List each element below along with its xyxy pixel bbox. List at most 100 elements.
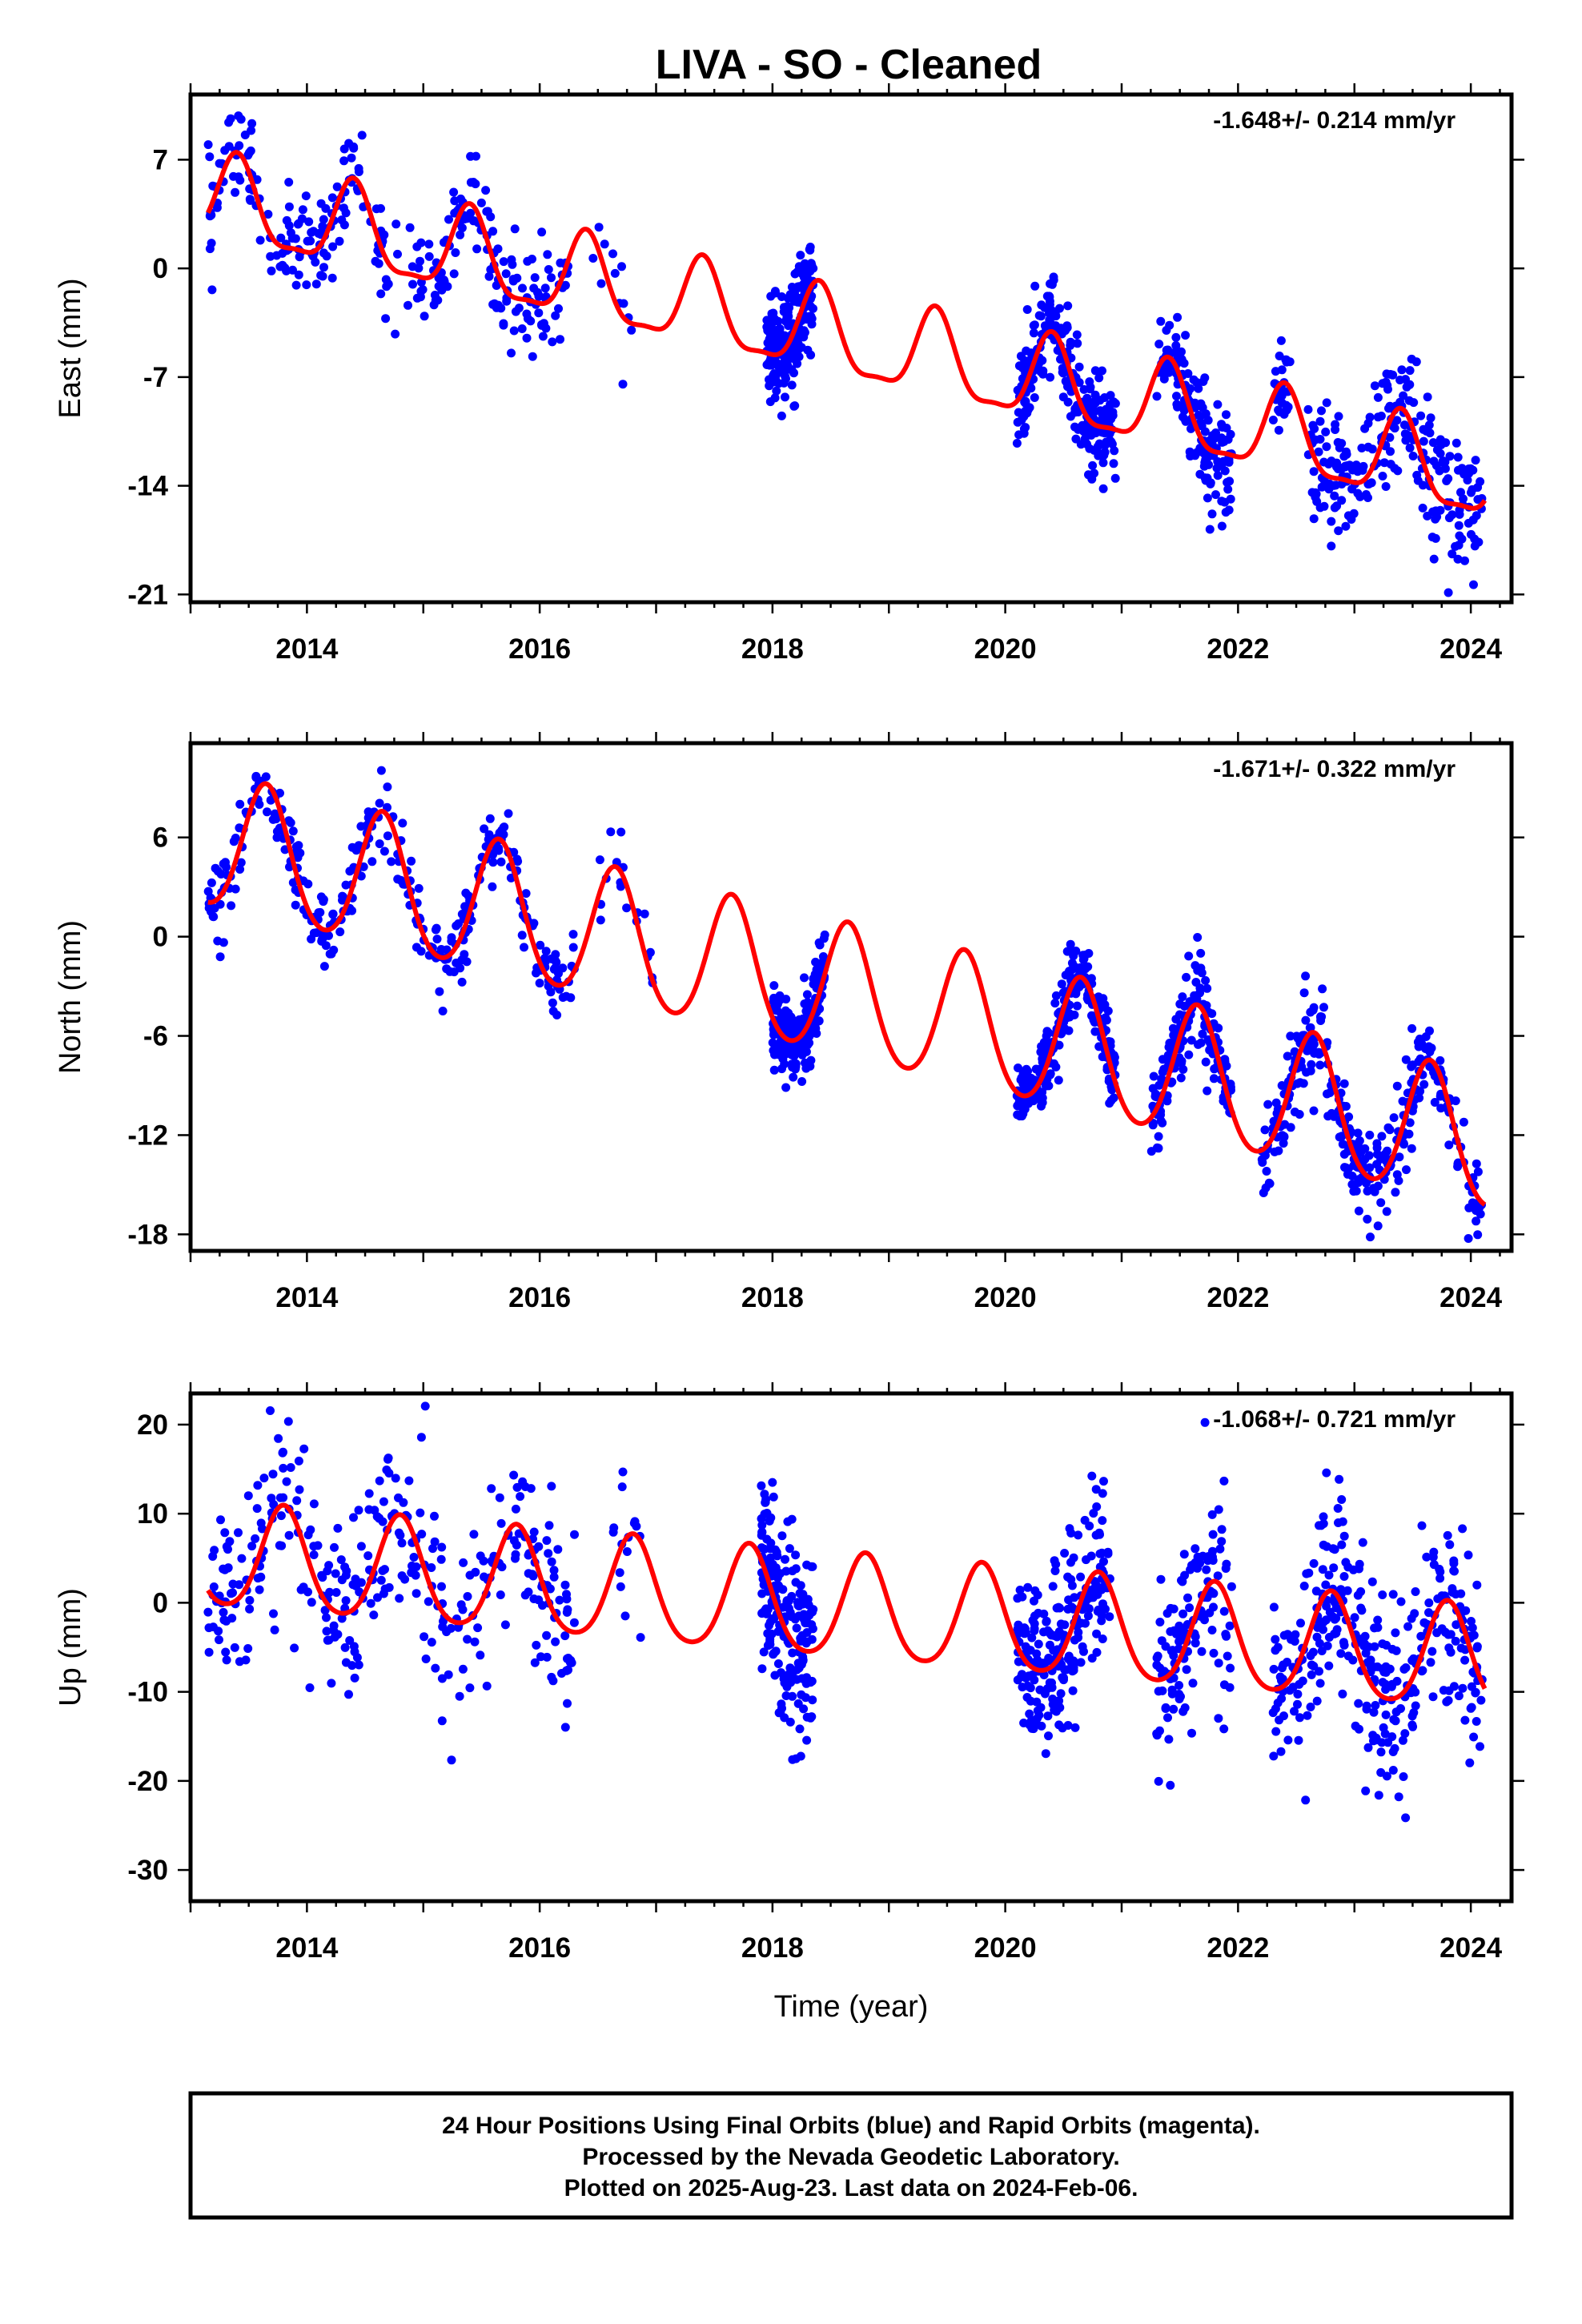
data-point <box>534 1542 544 1551</box>
data-point <box>1307 1059 1316 1069</box>
data-point <box>1056 355 1065 364</box>
data-point <box>295 848 305 858</box>
data-point <box>1473 1167 1483 1176</box>
data-point <box>1415 1034 1424 1043</box>
data-point <box>1269 1751 1279 1761</box>
data-point <box>292 1496 302 1506</box>
x-tick-label: 2022 <box>1207 1282 1269 1313</box>
data-point <box>332 182 342 191</box>
data-point <box>1452 1620 1461 1630</box>
data-point <box>1207 1626 1217 1634</box>
y-tick-label: 0 <box>153 1587 168 1618</box>
data-point <box>1376 1747 1386 1757</box>
data-point <box>1301 1015 1311 1025</box>
data-point <box>396 1530 405 1540</box>
data-point <box>765 321 774 331</box>
data-point <box>512 1482 522 1492</box>
data-point <box>1172 400 1182 409</box>
y-axis-label: East (mm) <box>54 278 87 418</box>
data-point <box>1290 1047 1299 1056</box>
data-point <box>1207 1009 1217 1019</box>
data-point <box>1040 1689 1050 1699</box>
data-point <box>1427 1647 1437 1656</box>
data-point <box>1162 1096 1172 1106</box>
data-point <box>496 1518 506 1528</box>
data-point <box>318 222 327 231</box>
data-point <box>1163 1713 1172 1723</box>
data-point <box>1457 464 1467 473</box>
data-point <box>794 1602 804 1610</box>
panel-north: 2014 2016 2018 2020 2022 2024 6 0 -6 -12 -18 North … <box>54 732 1524 1313</box>
data-point <box>1196 963 1206 973</box>
data-point <box>760 1544 769 1554</box>
data-point <box>792 1623 801 1633</box>
data-point <box>569 1618 579 1627</box>
data-point <box>1157 1074 1166 1084</box>
data-point <box>526 1484 536 1494</box>
data-point <box>447 936 456 946</box>
data-point <box>1219 436 1229 444</box>
data-point <box>1373 1615 1383 1625</box>
data-point <box>1460 556 1469 565</box>
data-point <box>288 826 298 836</box>
data-point <box>1090 366 1100 376</box>
data-point <box>1323 1641 1332 1651</box>
data-point <box>1095 427 1105 436</box>
data-point <box>1029 328 1038 338</box>
x-tick-label: 2022 <box>1207 633 1269 665</box>
data-point <box>1045 1678 1054 1687</box>
data-point <box>793 359 802 368</box>
data-point <box>1262 1167 1271 1176</box>
data-point <box>466 151 476 161</box>
data-point <box>1099 1557 1108 1566</box>
data-point <box>236 858 246 867</box>
data-point <box>205 152 215 162</box>
data-point <box>1401 1813 1411 1823</box>
data-point <box>364 1505 374 1514</box>
data-point <box>563 1699 572 1708</box>
data-point <box>314 908 323 918</box>
data-point <box>253 1574 263 1583</box>
data-point <box>369 1610 379 1620</box>
data-point <box>470 1637 480 1647</box>
data-point <box>316 271 326 280</box>
data-point <box>352 1653 362 1663</box>
data-point <box>1177 1059 1186 1068</box>
data-point <box>1037 300 1046 310</box>
data-point <box>354 1506 363 1515</box>
data-point <box>1473 1230 1483 1240</box>
data-point <box>1388 1766 1398 1775</box>
data-point <box>1349 509 1359 518</box>
data-point <box>1408 452 1418 460</box>
data-point <box>430 1511 439 1521</box>
data-point <box>1474 537 1484 547</box>
data-point <box>1424 1598 1434 1607</box>
data-point <box>304 217 314 227</box>
data-point <box>1154 1132 1163 1141</box>
data-point <box>770 1048 780 1058</box>
data-point <box>1217 497 1227 506</box>
data-point <box>1396 1704 1405 1713</box>
data-point <box>1316 1521 1326 1530</box>
data-point <box>337 215 347 225</box>
data-point <box>363 807 373 817</box>
data-point <box>420 312 429 321</box>
data-point <box>534 308 544 318</box>
data-point <box>1046 372 1055 382</box>
data-point <box>1306 1066 1315 1076</box>
data-point <box>391 1474 400 1483</box>
data-point <box>1019 412 1029 421</box>
footer-line-2: Processed by the Nevada Geodetic Laborat… <box>582 2144 1119 2170</box>
data-point <box>1219 1606 1229 1616</box>
data-point <box>227 1614 237 1623</box>
model-curve-north <box>207 781 1487 1207</box>
data-point <box>1429 554 1439 564</box>
data-point <box>620 1611 630 1621</box>
data-point <box>1399 1139 1408 1148</box>
data-point <box>1381 1710 1391 1719</box>
data-point <box>1304 1568 1314 1578</box>
data-point <box>1322 1602 1331 1611</box>
data-point <box>252 175 262 184</box>
data-point <box>275 1493 285 1502</box>
data-point <box>1373 1181 1383 1191</box>
